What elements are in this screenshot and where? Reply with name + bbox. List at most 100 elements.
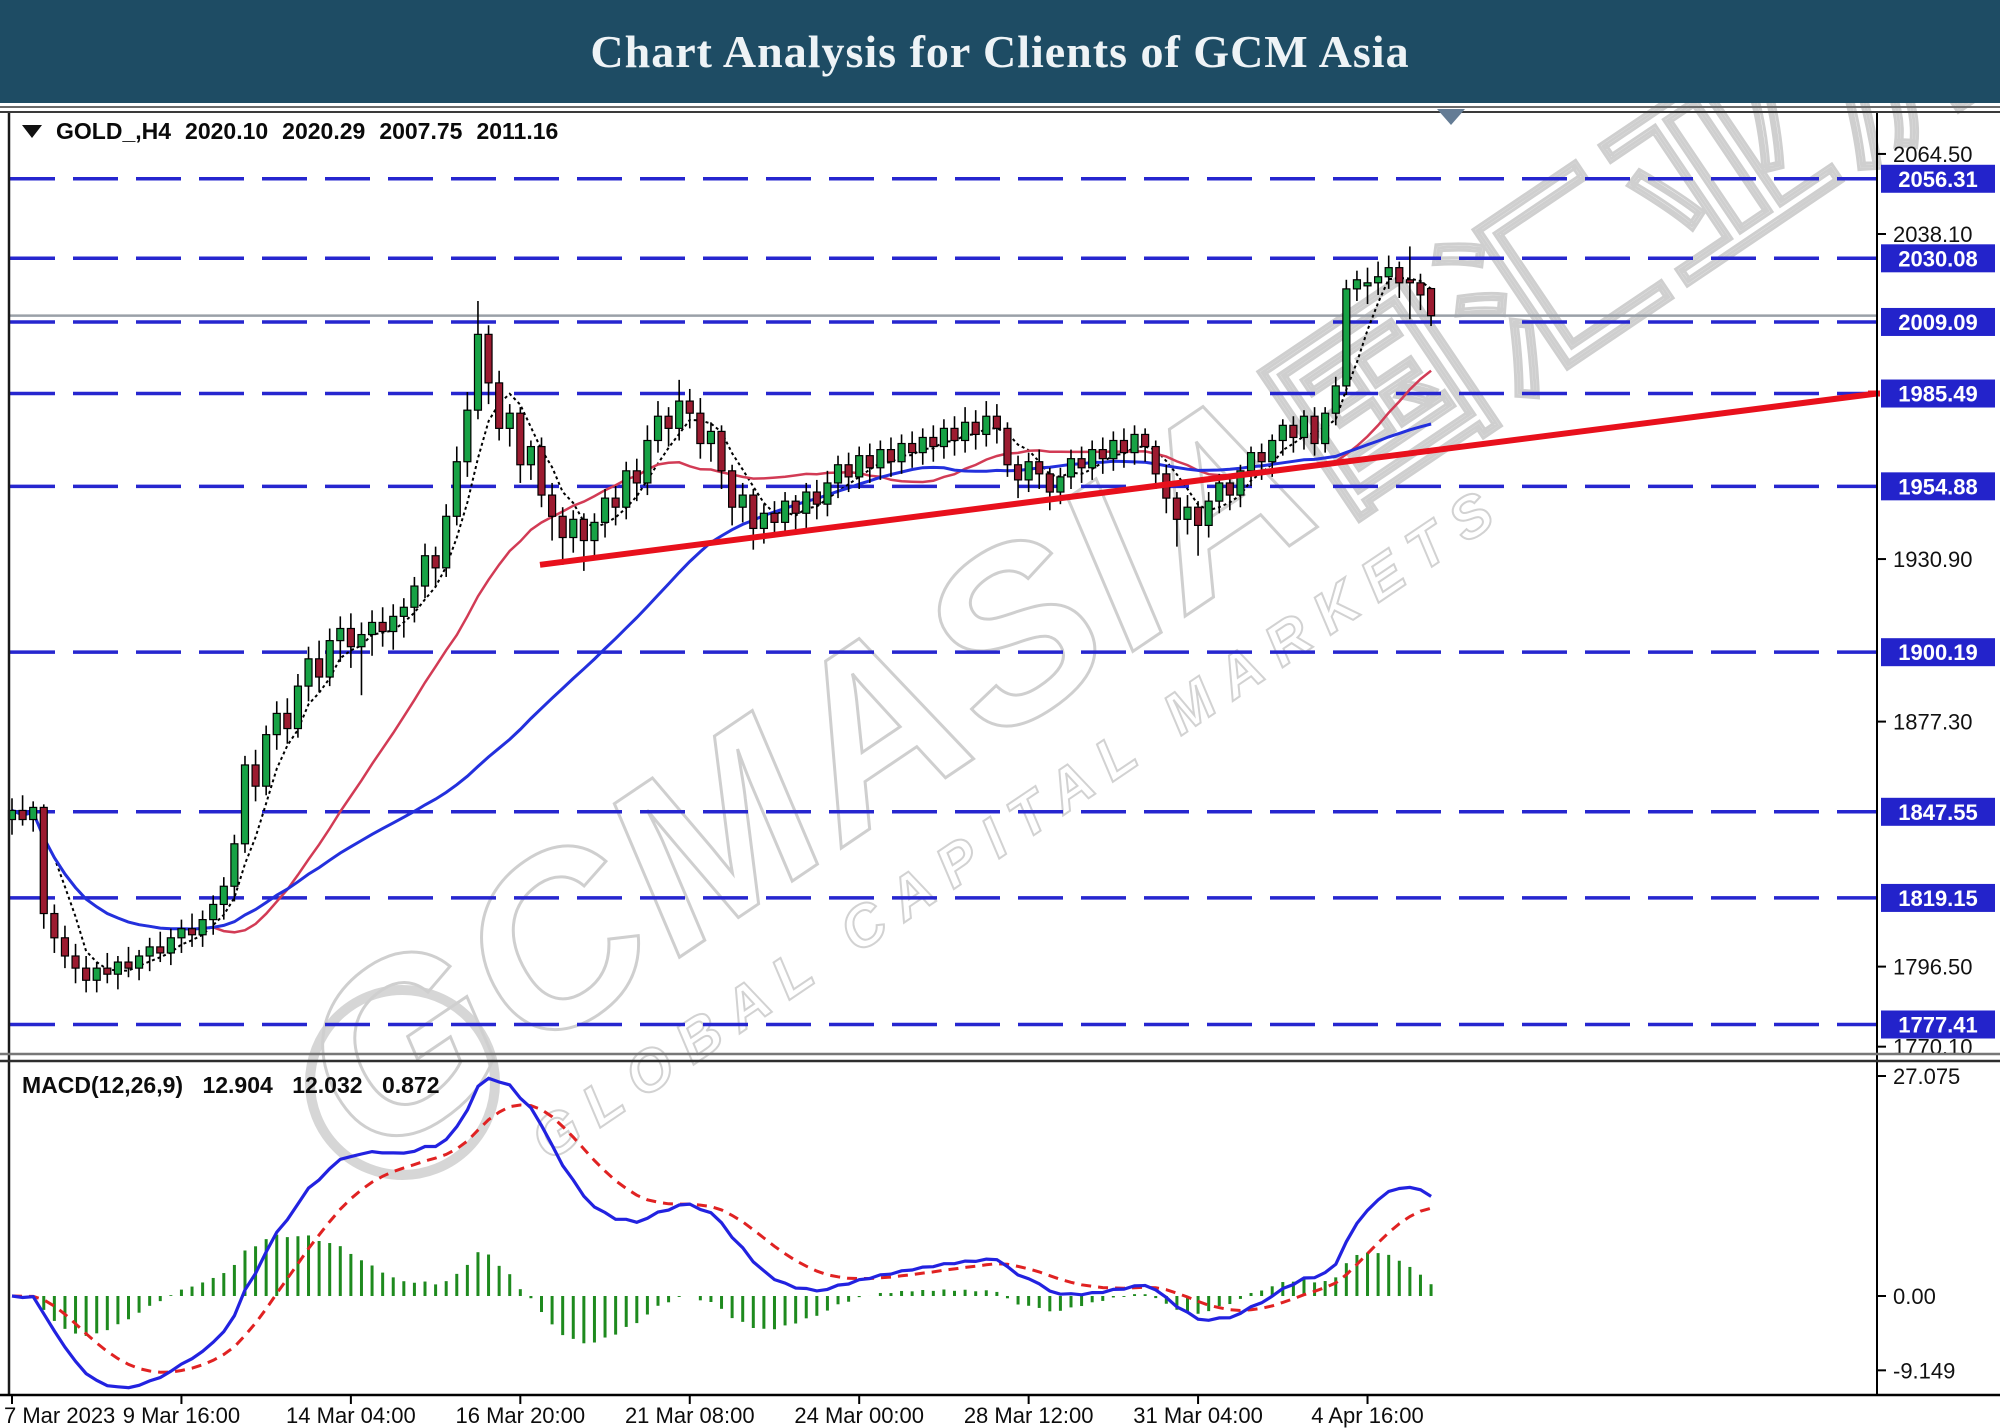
macd-value-signal: 12.032 — [292, 1072, 363, 1098]
candle-bear — [611, 497, 620, 508]
candle-bear — [1172, 497, 1182, 520]
date-tick-label: 28 Mar 12:00 — [964, 1403, 1094, 1428]
candle-bull — [653, 415, 663, 442]
level-label-box — [1881, 379, 1995, 408]
candle-bull — [505, 412, 514, 429]
candle-bear — [431, 555, 440, 569]
candle-bull — [452, 461, 461, 517]
macd-value-hist: 0.872 — [381, 1072, 440, 1098]
window-border-top-inner — [0, 111, 2000, 113]
macd-scale-label: 27.075 — [1893, 1064, 1960, 1089]
candle-bear — [484, 333, 493, 384]
candle-bull — [759, 512, 768, 530]
candle-bear — [1013, 464, 1023, 481]
candle-bull — [442, 515, 451, 569]
candle-bull — [410, 585, 419, 608]
price-tick-label: 1796.50 — [1893, 955, 1973, 980]
candle-bull — [1331, 385, 1340, 414]
candle-bear — [39, 806, 48, 915]
candle-bull — [177, 928, 186, 939]
level-label: 2056.31 — [1898, 167, 1978, 192]
page-title: Chart Analysis for Clients of GCM Asia — [590, 26, 1410, 77]
date-tick-label: 31 Mar 04:00 — [1133, 1403, 1263, 1428]
candle-bull — [1215, 482, 1224, 502]
candle-bull — [738, 494, 747, 508]
level-label-box — [1881, 472, 1995, 501]
candle-bull — [420, 555, 430, 587]
candle-bear — [886, 448, 896, 463]
chart-shift-marker-icon[interactable] — [1437, 109, 1465, 125]
candle-bull — [1268, 439, 1277, 463]
candle-bear — [50, 912, 59, 939]
candle-bull — [145, 946, 154, 957]
ohlc-open: 2020.10 — [185, 118, 269, 144]
macd-layer: 27.075 0.00 -9.149 — [11, 1064, 1960, 1390]
candle-bear — [770, 512, 779, 523]
candle-bear — [1395, 267, 1404, 284]
candle-bear — [516, 412, 525, 466]
ohlc-high: 2020.29 — [282, 118, 366, 144]
candle-bear — [558, 515, 567, 539]
price-tick-label: 1877.30 — [1893, 710, 1973, 735]
date-tick-label: 4 Apr 16:00 — [1311, 1403, 1424, 1428]
candle-bear — [1119, 439, 1129, 454]
candle-bull — [389, 615, 398, 633]
candle-bull — [706, 430, 716, 445]
candle-bull — [897, 442, 906, 463]
candle-bull — [1088, 448, 1097, 469]
candle-bull — [1066, 458, 1076, 478]
date-tick-label: 21 Mar 08:00 — [625, 1403, 755, 1428]
candle-bear — [251, 764, 260, 787]
candle-bull — [240, 764, 250, 845]
candle-bull — [1246, 452, 1256, 472]
candle-bear — [992, 415, 1001, 429]
candle-bull — [1204, 500, 1213, 527]
axes-layer: 2064.50 2038.10 1930.90 1877.30 1796.50 1770.… — [0, 112, 2000, 1428]
ma-slow-line — [11, 422, 1432, 931]
candle-bear — [315, 658, 324, 678]
candle-bull — [134, 955, 144, 969]
macd-main-line — [11, 1076, 1432, 1390]
candle-bull — [209, 903, 218, 921]
macd-signal-line — [11, 1103, 1432, 1374]
candle-bull — [1342, 288, 1351, 387]
symbol-dropdown-icon[interactable] — [22, 125, 42, 138]
candle-bear — [124, 961, 133, 969]
candle-bear — [579, 518, 588, 542]
candle-bull — [960, 421, 970, 442]
candle-bear — [60, 937, 70, 957]
candle-bull — [622, 470, 631, 508]
candle-bear — [971, 421, 980, 436]
candle-bear — [1098, 448, 1107, 460]
date-tick-label: 24 Mar 00:00 — [794, 1403, 924, 1428]
candle-bull — [590, 521, 599, 542]
candle-bear — [378, 621, 387, 633]
title-bar: Chart Analysis for Clients of GCM Asia — [0, 0, 2000, 103]
candle-bull — [939, 427, 949, 448]
candle-bull — [367, 621, 377, 636]
level-label: 1954.88 — [1898, 474, 1978, 499]
price-tick-label: 2064.50 — [1893, 142, 1973, 167]
candle-bull — [1183, 506, 1192, 520]
price-tick-label: 1770.10 — [1893, 1035, 1973, 1060]
candle-bull — [336, 627, 345, 642]
symbol-header: GOLD_,H4 2020.10 2020.29 2007.75 2011.16 — [22, 118, 572, 145]
candle-bull — [230, 843, 239, 887]
candle-bear — [664, 415, 673, 429]
ohlc-close: 2011.16 — [476, 118, 559, 144]
date-tick-label: 7 Mar 2023 — [4, 1403, 115, 1428]
level-label: 2009.09 — [1898, 310, 1978, 335]
candle-bear — [1193, 506, 1203, 527]
candle-bull — [1352, 279, 1362, 290]
ohlc-low: 2007.75 — [379, 118, 463, 144]
candle-bear — [1035, 461, 1044, 475]
candle-bull — [802, 491, 811, 514]
candle-bull — [526, 445, 536, 466]
candle-bear — [929, 436, 938, 448]
moving-averages — [11, 276, 1432, 972]
macd-scale-label: 0.00 — [1893, 1284, 1936, 1309]
candles-layer — [7, 246, 1436, 993]
level-label: 1819.15 — [1898, 886, 1978, 911]
